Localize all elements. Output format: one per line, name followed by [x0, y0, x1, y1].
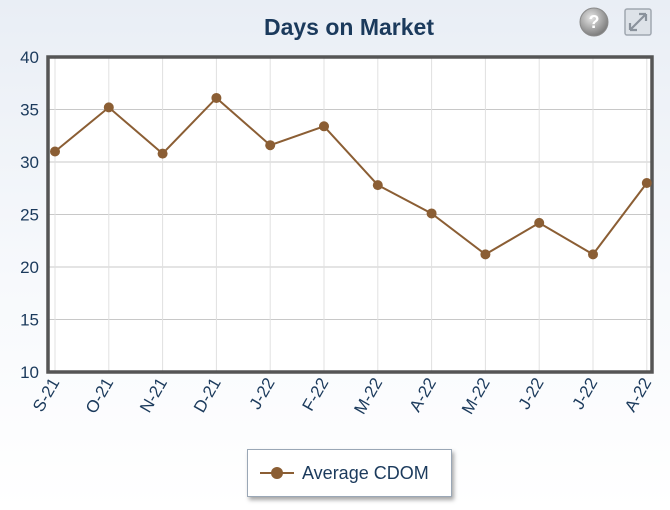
data-point[interactable] — [588, 249, 598, 260]
y-tick-label: 35 — [20, 101, 39, 120]
y-axis-ticks: 10 15 20 25 30 35 40 — [20, 48, 39, 382]
x-axis-ticks: S-21 O-21 N-21 D-21 J-22 F-22 M-22 A-22 M-22 J-22… — [29, 375, 655, 418]
chart-title: Days on Market — [263, 14, 434, 40]
y-tick-label: 25 — [20, 206, 39, 225]
legend[interactable]: Average CDOM — [247, 449, 452, 497]
data-point[interactable] — [372, 180, 383, 191]
x-tick-label: O-21 — [82, 375, 117, 417]
data-point[interactable] — [319, 121, 329, 132]
x-tick-label: N-21 — [136, 375, 171, 416]
x-tick-label: J-22 — [515, 375, 548, 413]
data-point[interactable] — [480, 249, 491, 260]
y-tick-label: 10 — [20, 363, 39, 382]
x-tick-label: M-22 — [458, 375, 494, 418]
data-point[interactable] — [157, 148, 168, 159]
x-tick-label: D-21 — [190, 375, 225, 416]
legend-marker-icon — [260, 467, 294, 479]
data-point[interactable] — [50, 146, 60, 157]
y-tick-label: 15 — [20, 311, 39, 330]
expand-button[interactable] — [622, 6, 654, 38]
data-point[interactable] — [534, 217, 545, 228]
plot-frame — [46, 55, 654, 374]
data-point[interactable] — [641, 178, 652, 188]
x-tick-label: J-22 — [568, 375, 601, 413]
series-average-cdom — [50, 92, 652, 260]
expand-icon — [624, 8, 652, 36]
x-tick-label: A-22 — [406, 375, 440, 416]
help-icon: ? — [579, 7, 609, 37]
legend-label: Average CDOM — [302, 462, 429, 483]
y-tick-label: 40 — [20, 48, 39, 67]
x-tick-label: F-22 — [299, 375, 333, 415]
x-tick-label: J-22 — [246, 375, 279, 413]
y-tick-label: 20 — [20, 258, 39, 277]
x-tick-label: M-22 — [350, 375, 386, 418]
data-point[interactable] — [211, 92, 222, 103]
plot-border — [46, 55, 654, 374]
grid-lines — [48, 56, 652, 373]
x-tick-label: A-22 — [621, 375, 655, 416]
series-line — [54, 96, 648, 256]
data-point[interactable] — [426, 208, 437, 219]
data-point[interactable] — [265, 140, 276, 151]
svg-text:?: ? — [589, 12, 600, 32]
help-button[interactable]: ? — [578, 6, 610, 38]
data-point[interactable] — [103, 102, 114, 113]
y-tick-label: 30 — [20, 153, 39, 172]
